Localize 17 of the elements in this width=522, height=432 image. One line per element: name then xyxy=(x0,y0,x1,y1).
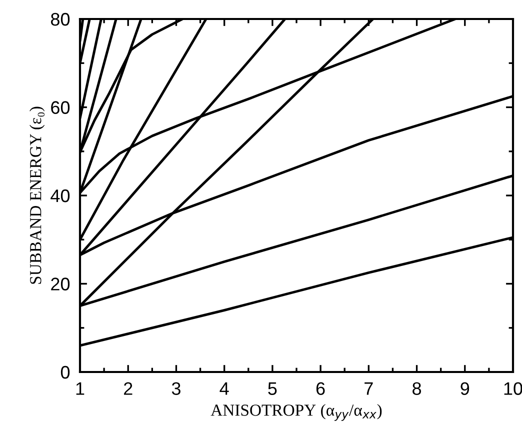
x-tick-label: 1 xyxy=(76,382,84,395)
x-tick-label: 2 xyxy=(124,382,132,395)
x-tick-label: 9 xyxy=(460,382,470,395)
x-tick-label: 7 xyxy=(364,382,373,395)
y-tick-label: 80 xyxy=(50,12,70,26)
x-tick-label: 6 xyxy=(316,382,325,395)
y-tick-label: 0 xyxy=(60,366,70,379)
x-tick-label: 5 xyxy=(268,382,277,395)
x-axis-title: ANISOTROPY (α$_{yy}$/α$_{xx}$) xyxy=(210,404,382,421)
y-tick-label: 60 xyxy=(51,101,70,114)
x-tick-label: 8 xyxy=(412,382,422,395)
y-tick-label: 20 xyxy=(51,278,70,290)
y-tick-label: 40 xyxy=(50,189,70,202)
x-tick-label: 4 xyxy=(220,382,229,395)
x-tick-label: 3 xyxy=(172,382,180,395)
x-tick-label: 10 xyxy=(504,382,522,395)
y-axis-title: SUBBAND ENERGY (ε₀) xyxy=(30,106,45,284)
